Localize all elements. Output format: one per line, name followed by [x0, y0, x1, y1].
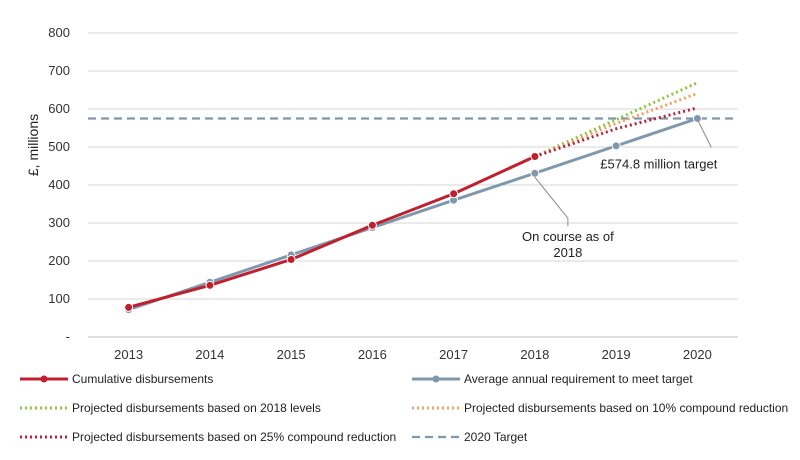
data-point [530, 152, 540, 161]
data-point [692, 114, 702, 123]
series-line [128, 155, 536, 309]
data-point [124, 302, 134, 312]
legend-label: Projected disbursements based on 10% com… [464, 401, 788, 415]
x-tick-label: 2018 [520, 347, 549, 362]
legend: Cumulative disbursements Average annual r… [20, 372, 788, 444]
legend-label: 2020 Target [464, 430, 528, 444]
y-tick-label: 600 [48, 101, 70, 116]
legend-marker [432, 375, 440, 383]
projection-line [534, 106, 698, 158]
gridlines [88, 32, 738, 338]
annotation-leader [534, 176, 569, 227]
projection-line [534, 92, 698, 158]
x-tick-label: 2014 [195, 347, 224, 362]
x-tick-label: 2015 [277, 347, 306, 362]
legend-label: Projected disbursements based on 25% com… [72, 430, 396, 444]
data-point [286, 254, 296, 264]
annotation-leader [697, 121, 712, 148]
legend-item: Cumulative disbursements [20, 372, 213, 386]
annotation-text: £574.8 million target [600, 157, 717, 172]
y-axis-label: £, millions [25, 114, 41, 176]
y-axis: - 100 200 300 400 500 600 700 800 [48, 25, 70, 344]
legend-item: Projected disbursements based on 25% com… [20, 430, 396, 444]
annotation-text: On course as of [522, 229, 614, 244]
y-tick-label: 100 [48, 291, 70, 306]
legend-marker [40, 375, 48, 383]
legend-item: Projected disbursements based on 2018 le… [20, 401, 321, 415]
legend-item: 2020 Target [412, 430, 528, 444]
x-tick-label: 2019 [602, 347, 631, 362]
legend-label: Cumulative disbursements [72, 372, 213, 386]
legend-label: Average annual requirement to meet targe… [464, 372, 693, 386]
y-tick-label: - [66, 329, 70, 344]
data-point [530, 168, 540, 178]
x-tick-label: 2017 [439, 347, 468, 362]
data-point [367, 220, 377, 230]
y-tick-label: 400 [48, 177, 70, 192]
series-layer [88, 81, 738, 315]
data-point [611, 141, 621, 151]
x-tick-label: 2020 [683, 347, 712, 362]
legend-label: Projected disbursements based on 2018 le… [72, 401, 321, 415]
data-point [449, 189, 459, 199]
y-tick-label: 800 [48, 25, 70, 40]
x-tick-label: 2013 [114, 347, 143, 362]
x-axis: 2013 2014 2015 2016 2017 2018 2019 2020 [114, 347, 712, 362]
annotation-text: 2018 [553, 245, 582, 260]
legend-item: Projected disbursements based on 10% com… [412, 401, 788, 415]
series-line [128, 117, 698, 312]
data-point [205, 280, 215, 290]
y-tick-label: 300 [48, 215, 70, 230]
legend-item: Average annual requirement to meet targe… [412, 372, 693, 386]
y-tick-label: 500 [48, 139, 70, 154]
y-tick-label: 200 [48, 253, 70, 268]
x-tick-label: 2016 [358, 347, 387, 362]
y-tick-label: 700 [48, 63, 70, 78]
